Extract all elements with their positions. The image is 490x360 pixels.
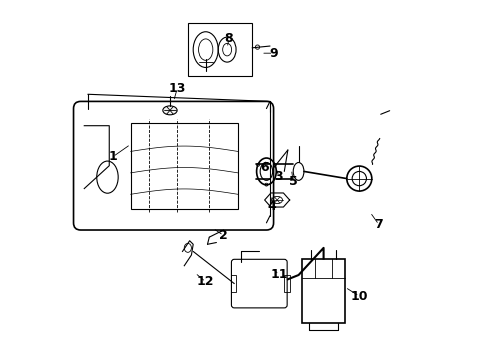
Text: 2: 2 xyxy=(219,229,228,242)
FancyBboxPatch shape xyxy=(74,102,273,230)
Bar xyxy=(231,275,236,292)
Text: 1: 1 xyxy=(108,150,117,163)
Bar xyxy=(188,23,252,76)
Text: 8: 8 xyxy=(224,32,233,45)
Text: 12: 12 xyxy=(197,275,215,288)
Bar xyxy=(131,123,238,208)
Bar xyxy=(284,275,290,292)
Text: 5: 5 xyxy=(289,175,297,188)
Text: 9: 9 xyxy=(270,47,278,60)
Text: 7: 7 xyxy=(374,218,383,231)
Ellipse shape xyxy=(163,106,177,115)
Text: 4: 4 xyxy=(268,200,276,213)
FancyBboxPatch shape xyxy=(231,259,287,308)
Text: 6: 6 xyxy=(260,161,269,174)
Text: 10: 10 xyxy=(350,289,368,303)
Text: 3: 3 xyxy=(274,170,283,183)
Text: 11: 11 xyxy=(270,268,288,281)
Bar xyxy=(302,258,345,323)
Text: 13: 13 xyxy=(169,82,186,95)
